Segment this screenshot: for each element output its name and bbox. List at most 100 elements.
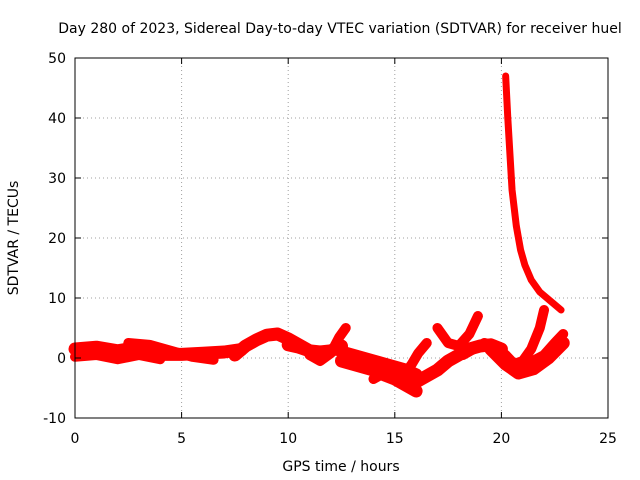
data-point [331,343,338,350]
data-point [93,352,100,358]
data-point [178,350,185,357]
data-point [526,274,533,280]
data-point [164,346,171,353]
data-point [114,356,121,363]
x-tick-label: 15 [386,431,404,447]
data-point [96,352,103,359]
data-point [93,344,100,351]
y-tick-label: 30 [48,171,66,187]
data-point [135,352,142,358]
data-point [310,354,317,360]
data-point [103,346,110,352]
data-point [377,360,384,366]
data-point [377,372,384,378]
data-point [416,377,423,383]
data-point [253,337,260,343]
data-point [470,322,477,328]
data-point [107,354,114,361]
data-point [398,380,405,386]
series-track-15 [507,329,569,369]
data-point [374,374,381,380]
data-point [338,349,345,355]
data-point [299,345,306,352]
data-point [452,354,459,360]
data-point [381,370,388,376]
data-point [281,334,288,341]
data-point [107,346,114,353]
data-point [519,254,526,261]
data-point [100,353,107,360]
data-point [473,316,480,322]
data-point [345,351,352,357]
data-point [370,358,377,364]
data-point [560,331,567,337]
data-point [537,321,544,328]
data-point [359,364,366,370]
x-tick-label: 0 [71,431,80,447]
series-track-12 [432,311,483,351]
y-axis-label: SDTVAR / TECUs [6,181,22,296]
data-point [111,347,118,354]
data-point [167,347,174,354]
data-point [132,352,139,359]
x-tick-label: 25 [599,431,617,447]
data-point [514,229,521,236]
data-point [153,343,160,350]
data-point [525,271,532,277]
data-point [150,342,157,349]
data-point [469,325,476,331]
data-point [139,352,146,359]
data-point [474,313,481,319]
data-point [474,344,481,350]
data-point [370,367,377,373]
data-point [481,340,488,346]
data-point [118,355,125,362]
x-tick-label: 10 [279,431,297,447]
data-point [128,353,135,360]
data-point [288,342,295,349]
data-point [430,369,437,375]
data-point [413,379,420,385]
data-point [100,345,107,352]
y-tick-label: -10 [43,411,66,427]
data-point [528,346,535,352]
data-point [541,307,548,313]
data-point [352,362,359,368]
data-point [388,368,395,374]
data-point [384,369,391,375]
data-point [338,358,345,364]
data-point [391,376,398,382]
data-point [114,347,121,354]
data-point [210,356,217,363]
data-point [356,363,363,369]
data-point [366,366,373,372]
data-point [463,350,470,356]
chart-title: Day 280 of 2023, Sidereal Day-to-day VTE… [58,21,621,37]
series-track-16 [502,72,565,314]
data-point [256,335,263,342]
data-point [533,332,540,338]
data-point [345,360,352,366]
data-point [363,365,370,371]
data-point [448,356,455,362]
data-point [448,341,455,347]
data-point [160,345,167,352]
data-point [103,354,110,361]
data-point [519,368,526,375]
data-point [153,355,160,362]
data-point [125,354,132,361]
data-point [391,367,398,373]
data-point [185,352,192,359]
series-track-10 [400,338,432,378]
data-point [182,351,189,358]
y-tick-label: 0 [57,351,66,367]
data-point [295,344,302,351]
data-point [515,370,522,376]
data-point [524,268,531,274]
data-point [515,236,522,243]
data-point [242,343,249,349]
data-point [111,355,118,362]
data-point [395,378,402,384]
data-point [539,314,546,321]
